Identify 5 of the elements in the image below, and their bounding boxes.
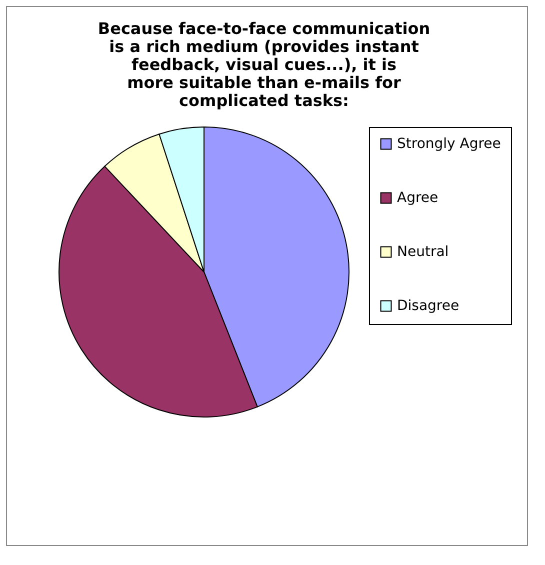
legend-label: Strongly Agree bbox=[397, 136, 501, 152]
legend-label: Agree bbox=[397, 190, 438, 206]
legend-label: Neutral bbox=[397, 244, 449, 260]
chart-title: Because face-to-face communication is a rich medium (provides instant feedback, visual cues...), it is more suitable than e-mails for complicated tasks: bbox=[98, 19, 430, 110]
legend-label: Disagree bbox=[397, 298, 460, 314]
